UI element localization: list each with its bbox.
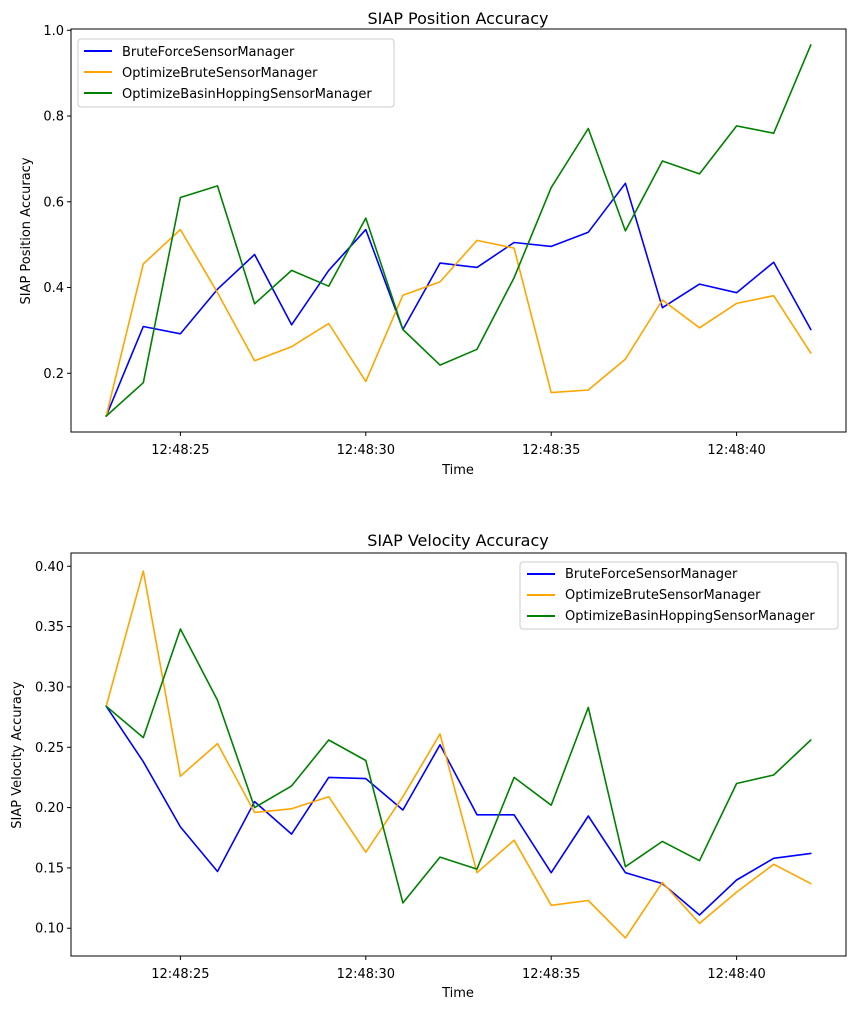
x-tick-label: 12:48:35 xyxy=(522,967,580,982)
plot-frame xyxy=(70,552,847,957)
legend-frame xyxy=(519,561,839,630)
series-line xyxy=(105,228,812,417)
legend-label: OptimizeBasinHoppingSensorManager xyxy=(122,87,372,102)
x-tick-label: 12:48:30 xyxy=(337,967,395,982)
plot-frame xyxy=(70,28,847,433)
y-tick-label: 0.25 xyxy=(35,741,64,756)
x-ticks: 12:48:25 12:48:30 12:48:35 12:48:40 xyxy=(151,956,766,982)
chart-title: SIAP Position Accuracy xyxy=(368,9,549,28)
x-tick-label: 12:48:35 xyxy=(522,443,580,458)
legend-label: OptimizeBasinHoppingSensorManager xyxy=(565,609,815,624)
position-accuracy-chart: SIAP Position Accuracy 0.2 0.4 0.6 0.8 1.0 1… xyxy=(19,9,847,478)
series-lines xyxy=(105,570,812,939)
legend: BruteForceSensorManager OptimizeBruteSen… xyxy=(77,38,395,108)
y-tick-label: 0.15 xyxy=(35,861,64,876)
series-line xyxy=(105,182,812,417)
x-tick-label: 12:48:40 xyxy=(707,443,765,458)
y-axis-label: SIAP Velocity Accuracy xyxy=(10,681,25,829)
legend-label: OptimizeBruteSensorManager xyxy=(122,66,318,81)
chart-title: SIAP Velocity Accuracy xyxy=(367,531,548,550)
y-tick-label: 0.4 xyxy=(43,281,64,296)
legend-label: OptimizeBruteSensorManager xyxy=(565,588,761,603)
x-axis-label: Time xyxy=(441,463,474,478)
y-tick-label: 0.20 xyxy=(35,801,64,816)
series-line xyxy=(105,44,812,417)
x-axis-label: Time xyxy=(441,986,474,1001)
legend: BruteForceSensorManager OptimizeBruteSen… xyxy=(519,561,839,630)
y-tick-label: 0.40 xyxy=(35,560,64,575)
y-ticks: 0.10 0.15 0.20 0.25 0.30 0.35 0.40 xyxy=(35,560,71,937)
y-axis-label: SIAP Position Accuracy xyxy=(19,157,34,304)
velocity-accuracy-chart: SIAP Velocity Accuracy 0.100.150.200.250… xyxy=(10,531,847,1001)
x-ticks: 12:48:25 12:48:30 12:48:35 12:48:40 xyxy=(151,432,766,458)
x-tick-label: 12:48:40 xyxy=(707,967,765,982)
y-tick-label: 0.6 xyxy=(43,195,64,210)
legend-label: BruteForceSensorManager xyxy=(565,567,738,582)
y-tick-label: 0.2 xyxy=(43,367,64,382)
series-line xyxy=(105,570,812,939)
x-tick-label: 12:48:25 xyxy=(151,967,209,982)
y-tick-label: 0.35 xyxy=(35,620,64,635)
y-ticks: 0.2 0.4 0.6 0.8 1.0 xyxy=(43,24,71,382)
y-tick-label: 1.0 xyxy=(43,24,64,39)
y-tick-label: 0.10 xyxy=(35,922,64,937)
y-tick-label: 0.30 xyxy=(35,680,64,695)
x-tick-label: 12:48:30 xyxy=(337,443,395,458)
legend-label: BruteForceSensorManager xyxy=(122,45,295,60)
y-tick-label: 0.8 xyxy=(43,110,64,125)
series-line xyxy=(105,705,812,916)
x-tick-label: 12:48:25 xyxy=(151,443,209,458)
legend-frame xyxy=(77,38,395,108)
series-line xyxy=(105,628,812,904)
series-lines xyxy=(105,44,812,417)
